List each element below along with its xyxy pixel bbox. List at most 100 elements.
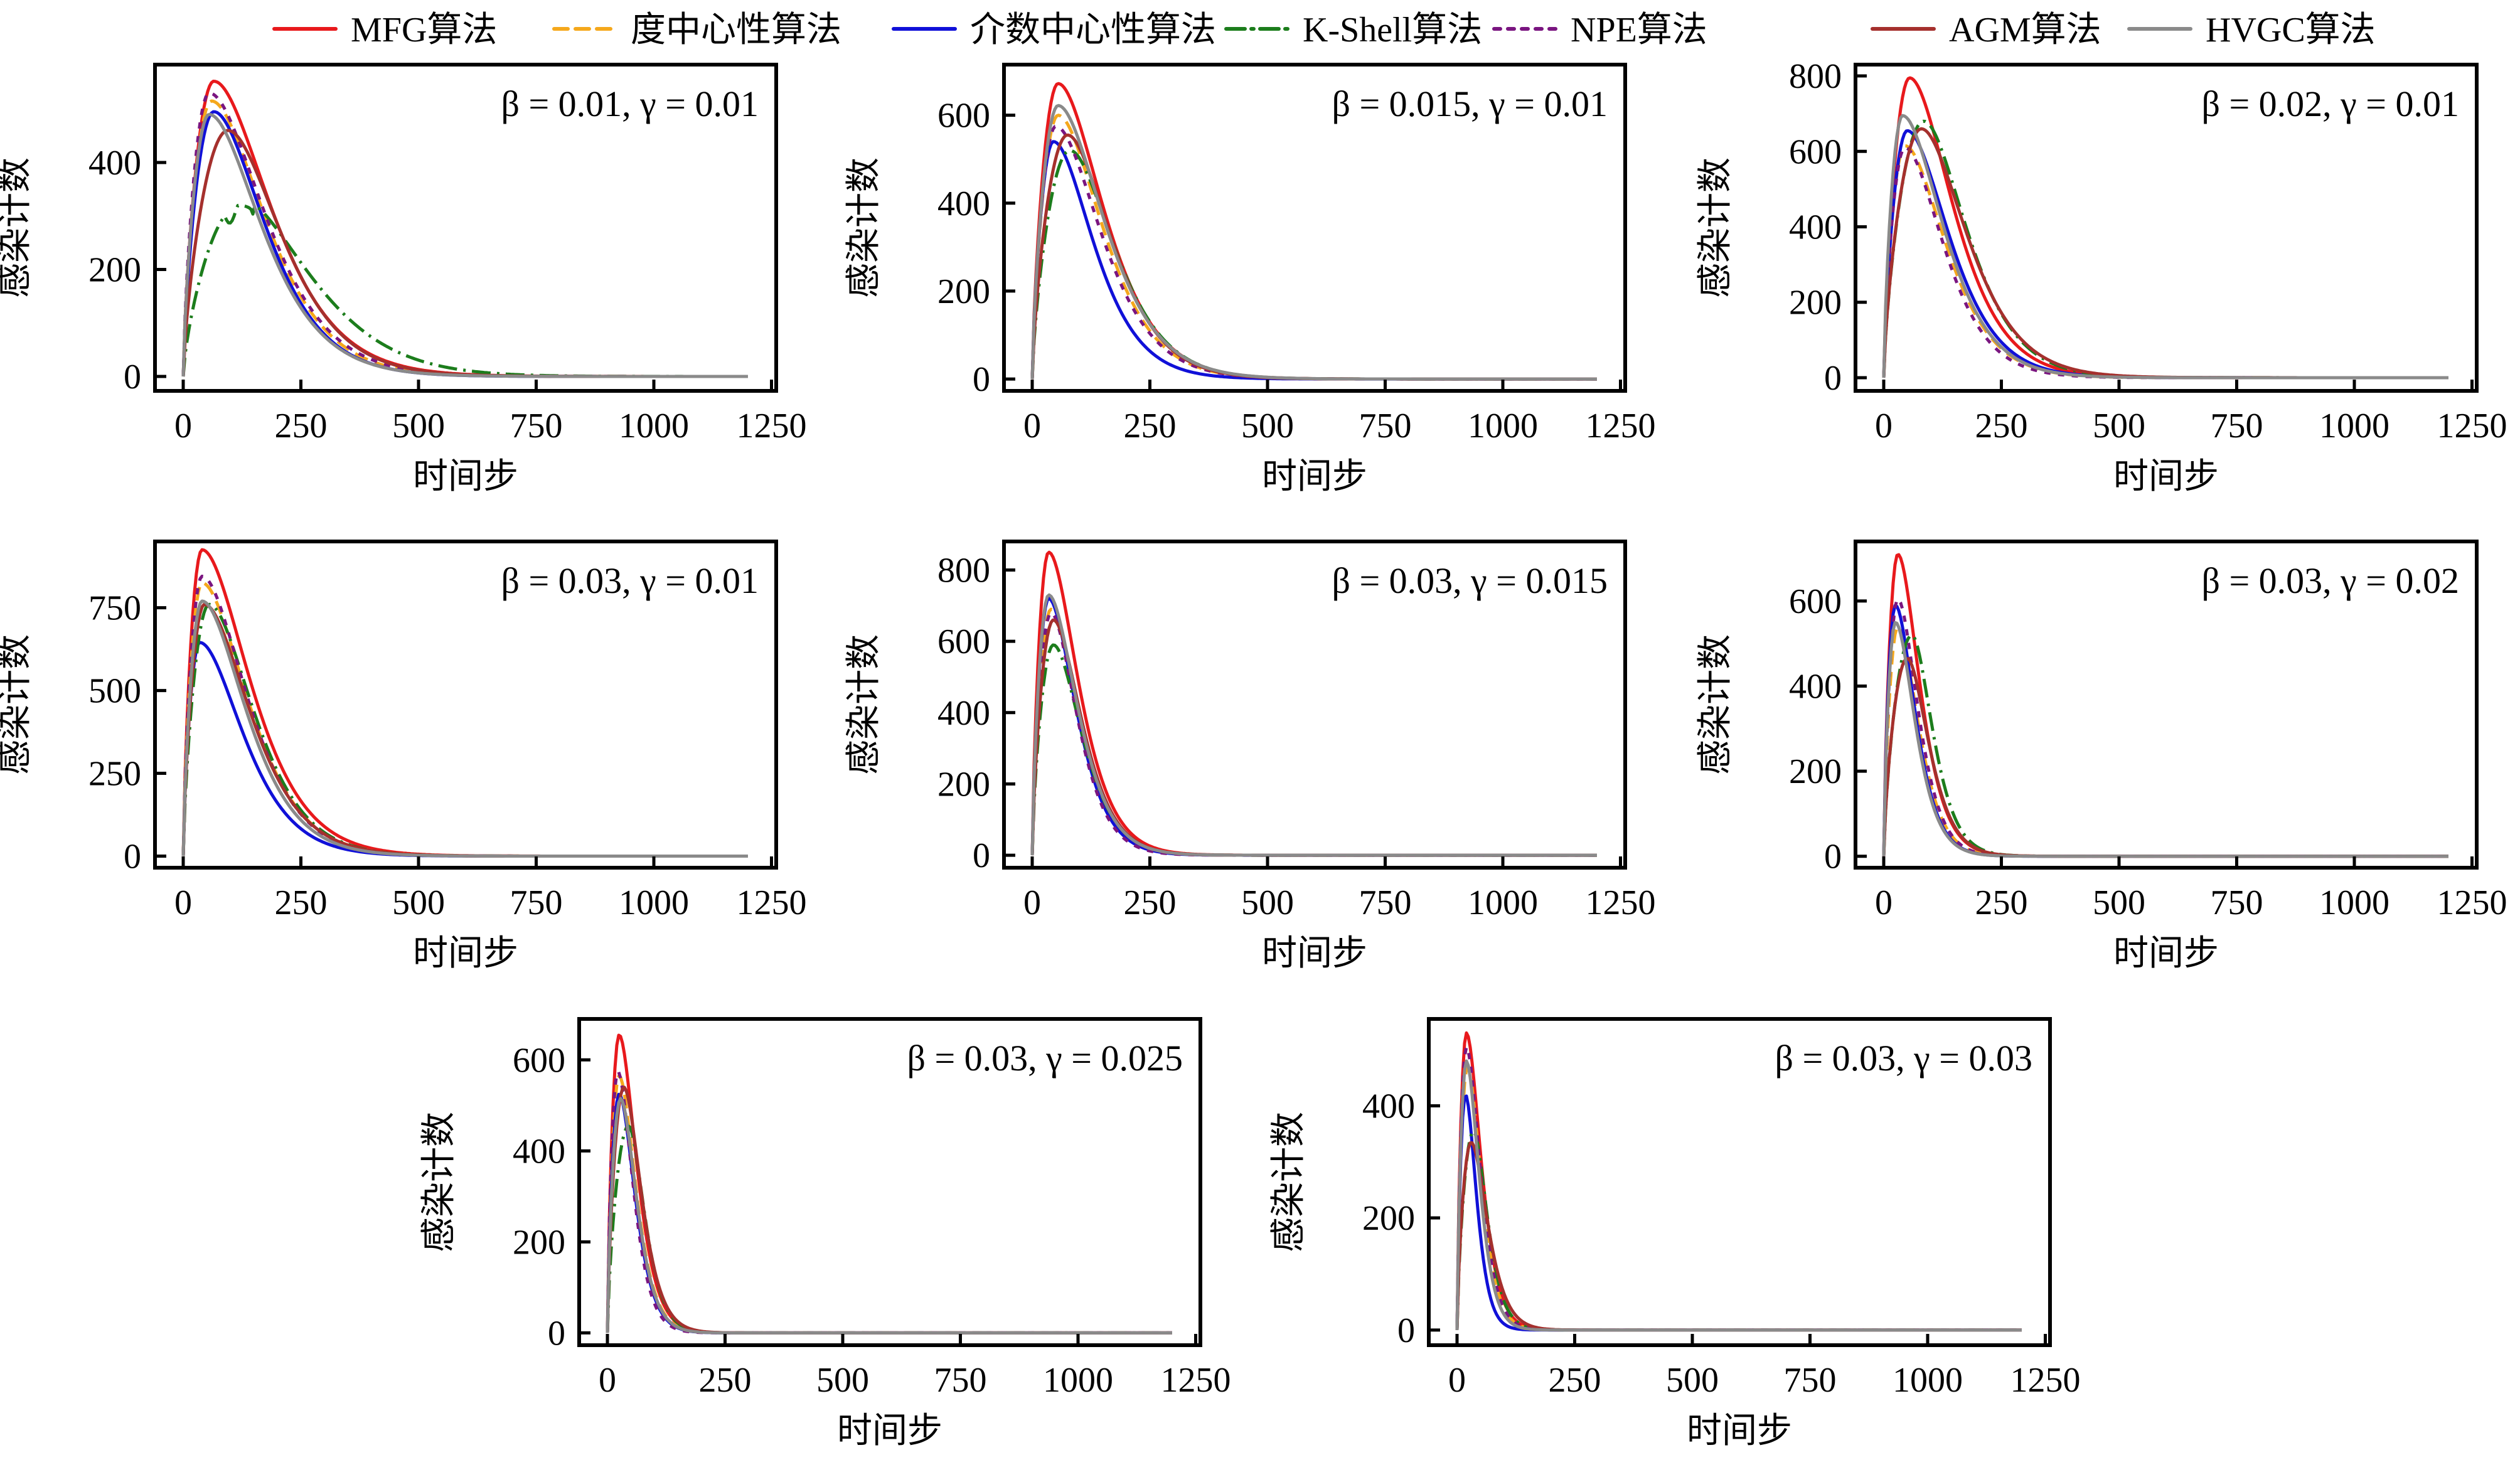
y-tick-label: 200 [937, 765, 990, 804]
x-tick-label: 500 [1241, 407, 1294, 445]
y-axis-label: 感染计数 [419, 1112, 459, 1252]
y-tick-label: 500 [88, 672, 141, 711]
x-tick-label: 1250 [2437, 883, 2507, 922]
y-tick-label: 400 [937, 694, 990, 733]
y-tick-label: 200 [937, 272, 990, 311]
subplot: 0 250 500 750 1000 1250 0 200 400 时间步 感染计数 β = 0.01… [0, 63, 807, 497]
x-tick-label: 250 [1124, 883, 1177, 922]
series-group [181, 548, 748, 858]
x-tick-label: 750 [2211, 407, 2263, 445]
series-group [1455, 1031, 2022, 1332]
legend-label: 度中心性算法 [631, 11, 841, 50]
x-axis-label: 时间步 [1687, 1410, 1792, 1451]
series-line [181, 581, 748, 858]
x-tick-label: 1000 [1468, 407, 1538, 445]
x-axis-label: 时间步 [413, 456, 518, 497]
subplot: 0 250 500 750 1000 1250 0 250 500 750 时间步 感染计数 β = 0… [0, 540, 807, 974]
parameter-annotation: β = 0.03, γ = 0.025 [907, 1038, 1183, 1079]
series-group [1882, 76, 2448, 380]
y-tick-label: 0 [1397, 1311, 1415, 1350]
y-tick-label: 200 [1362, 1199, 1415, 1238]
y-tick-label: 0 [1824, 359, 1842, 398]
x-tick-label: 250 [1549, 1361, 1601, 1400]
x-tick-label: 750 [510, 883, 563, 922]
x-tick-label: 250 [275, 407, 328, 445]
y-axis-label: 感染计数 [0, 634, 35, 775]
x-tick-label: 0 [1875, 883, 1893, 922]
x-tick-label: 1250 [737, 883, 807, 922]
x-axis-label: 时间步 [2113, 456, 2219, 497]
series-line [1030, 114, 1597, 381]
y-tick-label: 0 [973, 836, 990, 875]
x-tick-label: 1000 [619, 407, 689, 445]
subplot: 0 250 500 750 1000 1250 0 200 400 600 时间步 感染计数 β = 0… [843, 63, 1656, 497]
legend-item: MFG算法 [272, 11, 497, 50]
series-line [1882, 621, 2448, 858]
axes-frame [153, 540, 778, 870]
series-group [1882, 553, 2448, 858]
x-tick-label: 0 [1875, 407, 1893, 445]
y-tick-label: 600 [1789, 132, 1842, 171]
x-axis-label: 时间步 [837, 1410, 942, 1451]
series-line [1882, 625, 2448, 858]
series-line [1882, 657, 2448, 858]
y-axis-label: 感染计数 [1695, 157, 1736, 298]
y-axis-label: 感染计数 [0, 157, 35, 298]
x-tick-label: 1250 [1586, 407, 1656, 445]
x-tick-label: 250 [1124, 407, 1177, 445]
series-line [1455, 1059, 2022, 1332]
x-tick-label: 750 [934, 1361, 987, 1400]
x-axis-label: 时间步 [413, 933, 518, 974]
legend-item: 度中心性算法 [552, 11, 841, 50]
x-tick-label: 250 [1975, 883, 2028, 922]
series-group [1030, 550, 1597, 857]
series-line [606, 1097, 1172, 1335]
legend: MFG算法 度中心性算法 介数中心性算法 K-Shell算法 NPE算法 AGM算法 HVG… [272, 11, 2376, 50]
x-tick-label: 1250 [1161, 1361, 1231, 1400]
series-line [1030, 607, 1597, 857]
y-tick-label: 0 [124, 358, 141, 397]
series-line [1455, 1066, 2022, 1332]
x-tick-label: 0 [174, 407, 192, 445]
x-tick-label: 1250 [1586, 883, 1656, 922]
x-axis-label: 时间步 [1262, 933, 1367, 974]
x-tick-label: 500 [1666, 1361, 1719, 1400]
parameter-annotation: β = 0.015, γ = 0.01 [1332, 83, 1608, 124]
x-tick-label: 500 [816, 1361, 869, 1400]
series-line [606, 1124, 1172, 1335]
x-tick-label: 1000 [1468, 883, 1538, 922]
y-tick-label: 200 [513, 1223, 565, 1262]
axes-frame [1002, 63, 1627, 393]
legend-label: NPE算法 [1571, 11, 1707, 50]
subplot: 0 250 500 750 1000 1250 0 200 400 600 800 时间步 感染计数 β … [1695, 57, 2507, 497]
series-line [1455, 1141, 2022, 1332]
y-tick-label: 400 [1789, 208, 1842, 247]
series-line [1455, 1045, 2022, 1332]
y-tick-label: 0 [124, 838, 141, 877]
subplot: 0 250 500 750 1000 1250 0 200 400 600 时间步 感染计数 β = 0… [419, 1017, 1231, 1451]
y-tick-label: 0 [973, 360, 990, 399]
series-group [1030, 82, 1597, 381]
series-line [181, 599, 748, 858]
legend-label: MFG算法 [351, 11, 497, 50]
series-line [1030, 618, 1597, 857]
legend-label: AGM算法 [1949, 11, 2101, 50]
y-tick-label: 800 [937, 551, 990, 590]
y-tick-label: 200 [1789, 752, 1842, 791]
x-tick-label: 1000 [619, 883, 689, 922]
y-tick-label: 600 [513, 1041, 565, 1080]
x-tick-label: 0 [174, 883, 192, 922]
x-tick-label: 1000 [1893, 1361, 1963, 1400]
y-tick-label: 250 [88, 755, 141, 794]
legend-item: 介数中心性算法 [892, 11, 1216, 50]
series-line [606, 1074, 1172, 1335]
series-line [1030, 593, 1597, 857]
legend-item: K-Shell算法 [1224, 11, 1482, 50]
series-group [181, 80, 748, 378]
x-tick-label: 1000 [2319, 883, 2389, 922]
x-tick-label: 500 [392, 407, 445, 445]
y-tick-label: 400 [88, 144, 141, 183]
series-line [1455, 1094, 2022, 1332]
axes-frame [1854, 540, 2479, 870]
x-tick-label: 250 [699, 1361, 752, 1400]
